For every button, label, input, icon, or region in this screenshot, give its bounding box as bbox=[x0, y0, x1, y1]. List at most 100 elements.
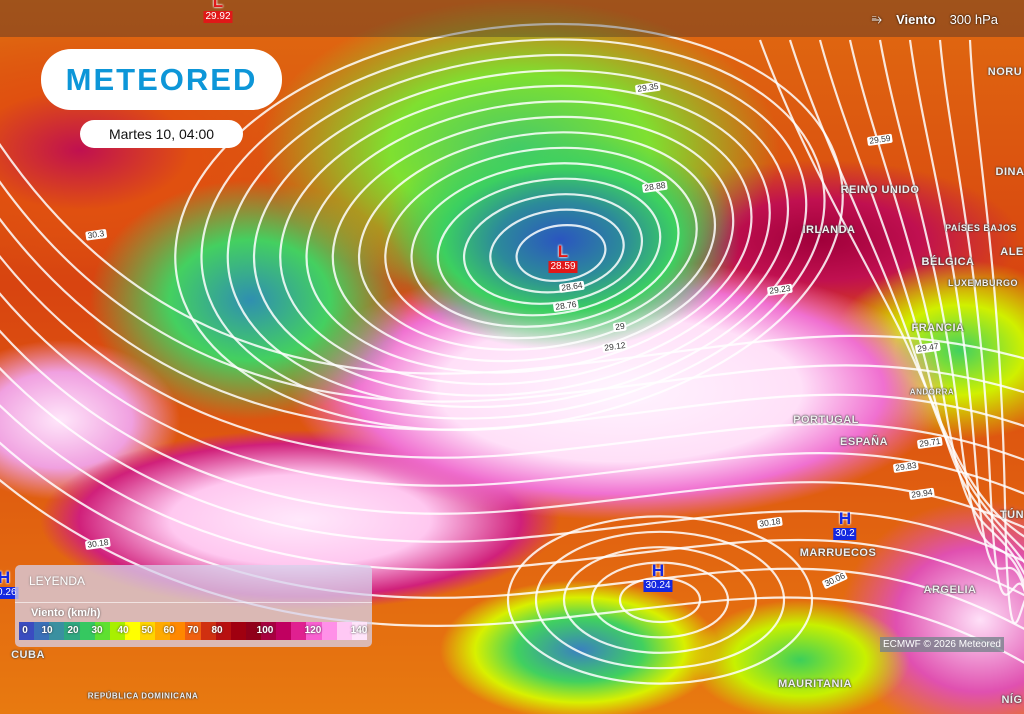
color-scale-cell bbox=[200, 622, 216, 640]
color-scale-tick: 80 bbox=[211, 625, 223, 636]
legend-divider bbox=[15, 602, 372, 603]
isobar bbox=[506, 515, 814, 685]
isobar bbox=[0, 180, 1024, 403]
color-scale-cell bbox=[79, 622, 95, 640]
country-label: DINA bbox=[995, 165, 1024, 178]
isobar bbox=[0, 142, 1024, 375]
color-scale-cell bbox=[261, 622, 277, 640]
color-scale-cell bbox=[19, 622, 35, 640]
isobar bbox=[174, 22, 844, 432]
level-label: 300 hPa bbox=[949, 11, 998, 27]
isobar bbox=[515, 224, 607, 282]
color-scale-cell bbox=[230, 622, 246, 640]
isobar bbox=[788, 39, 1024, 551]
color-scale-cell bbox=[291, 622, 307, 640]
color-scale-cell bbox=[276, 622, 292, 640]
isobar bbox=[331, 115, 735, 363]
high-pressure-marker[interactable]: H30.26 bbox=[0, 569, 19, 599]
isobar bbox=[305, 100, 753, 374]
country-label: ARGELIA bbox=[923, 583, 977, 596]
country-label: PAÍSES BAJOS bbox=[945, 223, 1017, 234]
isobar bbox=[0, 217, 1024, 431]
isobar bbox=[0, 366, 1024, 563]
date-label: Martes 10, 04:00 bbox=[80, 120, 243, 148]
legend-panel[interactable]: LEYENDA Viento (km/h) 0 10 20 30 40 50 60 70 80 1… bbox=[15, 565, 372, 647]
isobar bbox=[590, 561, 730, 639]
isobar bbox=[878, 39, 1024, 586]
isobar bbox=[0, 329, 1024, 529]
low-pressure-marker[interactable]: L 29.92 bbox=[203, 0, 233, 23]
color-scale-cell bbox=[155, 622, 171, 640]
isobar bbox=[436, 177, 662, 317]
color-scale-tick: 10 bbox=[41, 625, 53, 636]
color-scale-cell bbox=[124, 622, 140, 640]
color-scale-cell bbox=[49, 622, 65, 640]
color-scale-tick: 50 bbox=[141, 625, 153, 636]
country-label: REPÚBLICA DOMINICANA bbox=[87, 691, 199, 701]
isobar bbox=[562, 546, 758, 654]
color-scale-tick: 0 bbox=[22, 625, 28, 636]
color-scale-cell bbox=[94, 622, 110, 640]
country-label: ESPAÑA bbox=[839, 435, 889, 448]
isobar bbox=[279, 84, 771, 386]
color-scale-tick: 70 bbox=[187, 625, 199, 636]
country-label: NÍG bbox=[1001, 693, 1023, 706]
color-scale-cell bbox=[351, 622, 367, 640]
color-scale-cell bbox=[321, 622, 337, 640]
legend-title: LEYENDA bbox=[29, 574, 86, 588]
isobar bbox=[618, 576, 702, 624]
country-label: BÉLGICA bbox=[921, 255, 975, 268]
isobar bbox=[252, 69, 790, 397]
isobar bbox=[384, 146, 698, 340]
color-scale-tick: 30 bbox=[91, 625, 103, 636]
isobar bbox=[848, 39, 1024, 576]
country-label: CUBA bbox=[11, 648, 45, 661]
country-label: FRANCIA bbox=[911, 321, 965, 334]
isobar bbox=[818, 39, 1024, 564]
layer-selector[interactable]: ⥱ Viento 300 hPa bbox=[872, 11, 998, 27]
color-scale-tick: 60 bbox=[163, 625, 175, 636]
color-scale-cell bbox=[34, 622, 50, 640]
color-scale-cell bbox=[109, 622, 125, 640]
color-scale-tick: 140 bbox=[350, 625, 368, 636]
color-scale-tick: 100 bbox=[256, 625, 274, 636]
isobar bbox=[410, 162, 680, 328]
isobar bbox=[226, 53, 808, 409]
meteored-logo[interactable]: METEORED bbox=[41, 49, 282, 110]
isobar bbox=[0, 254, 1024, 462]
wind-icon: ⥱ bbox=[871, 11, 883, 26]
isobar bbox=[0, 478, 1024, 664]
isobar bbox=[938, 39, 1024, 596]
isobar bbox=[200, 38, 826, 420]
country-label: REINO UNIDO bbox=[840, 183, 920, 196]
country-label: MARRUECOS bbox=[799, 546, 877, 559]
isobar bbox=[358, 131, 716, 351]
isobar bbox=[0, 292, 1024, 495]
top-bar: ⥱ Viento 300 hPa bbox=[0, 0, 1024, 37]
low-pressure-marker[interactable]: L 28.59 bbox=[548, 242, 578, 273]
high-pressure-marker[interactable]: H 30.2 bbox=[833, 509, 857, 540]
color-scale-cell bbox=[245, 622, 261, 640]
isobar bbox=[0, 441, 1024, 631]
country-label: NORU bbox=[987, 65, 1023, 78]
high-pressure-marker[interactable]: H 30.24 bbox=[643, 561, 673, 592]
color-scale-cell bbox=[64, 622, 80, 640]
color-scale-cell bbox=[306, 622, 322, 640]
color-scale-cell bbox=[140, 622, 156, 640]
color-scale-cell bbox=[185, 622, 201, 640]
isobar bbox=[463, 193, 643, 305]
color-scale-cell bbox=[215, 622, 231, 640]
layer-name: Viento bbox=[896, 11, 936, 27]
country-label: ALE bbox=[1000, 245, 1024, 258]
isobar bbox=[0, 404, 1024, 597]
country-label: PORTUGAL bbox=[793, 413, 859, 426]
country-label: TÚN bbox=[999, 508, 1024, 521]
country-label: IRLANDA bbox=[802, 223, 856, 236]
isobar bbox=[968, 39, 1024, 625]
color-scale-tick: 40 bbox=[117, 625, 129, 636]
isobar bbox=[908, 39, 1024, 593]
isobar bbox=[489, 208, 625, 294]
isobar bbox=[758, 39, 1024, 538]
country-label: LUXEMBURGO bbox=[948, 278, 1018, 289]
